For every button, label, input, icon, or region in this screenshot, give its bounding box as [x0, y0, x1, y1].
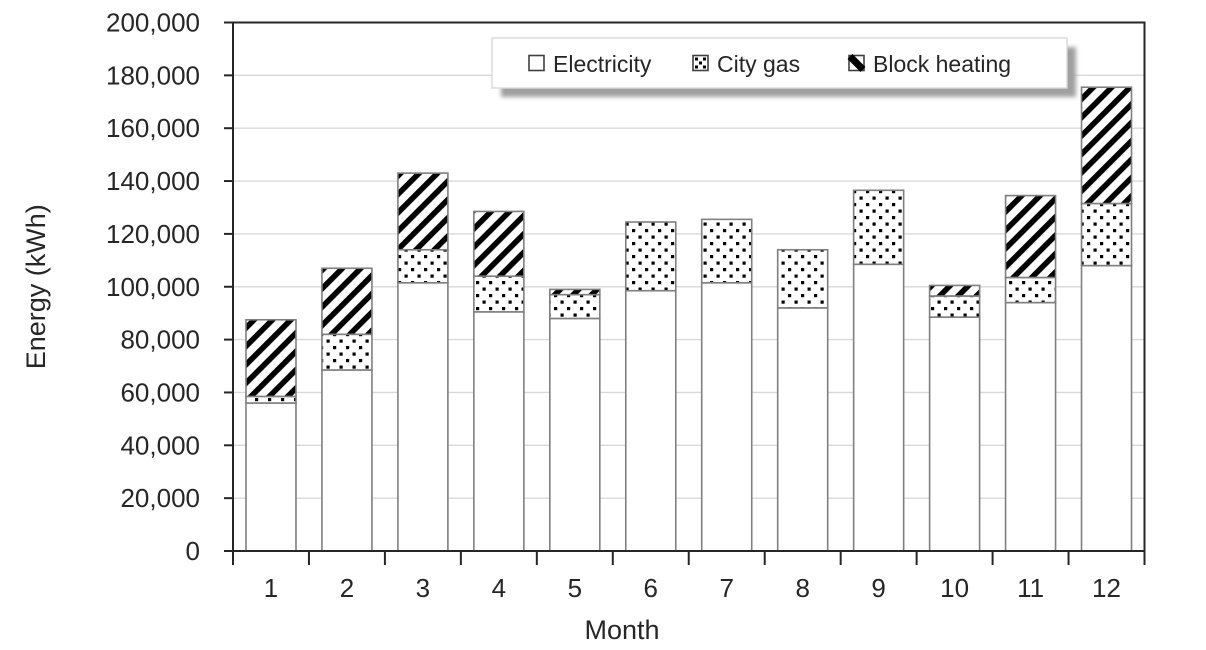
bar-segment-block-heating [245, 318, 297, 398]
bar-segment-block-heating [473, 210, 525, 277]
y-tick-label: 40,000 [120, 430, 200, 460]
bar-segment-city-gas [700, 218, 753, 284]
bar-segment-electricity [473, 311, 525, 552]
bar-segment-city-gas [321, 333, 373, 371]
legend-label: Block heating [873, 51, 1011, 77]
legend-item-city-gas: City gas [692, 51, 800, 77]
bar-segment-electricity [245, 402, 297, 552]
y-tick-label: 60,000 [120, 377, 200, 407]
axes-layer [224, 21, 1146, 565]
y-tick-label: 160,000 [106, 113, 200, 143]
y-tick-label: 180,000 [106, 60, 200, 90]
bar-segment-electricity [700, 281, 753, 552]
dot [695, 65, 698, 69]
x-tick-label: 12 [1092, 573, 1121, 603]
bar-segment-block-heating [321, 267, 373, 336]
bar-segment-block-heating [397, 172, 449, 251]
diagonal-mark [847, 54, 866, 72]
legend-box [491, 37, 1068, 89]
bar-segment-city-gas [852, 189, 905, 266]
legend: Electricity City gas Block heating [491, 37, 1076, 97]
x-tick-label: 7 [719, 573, 733, 603]
bar-segment-block-heating [1080, 86, 1133, 205]
x-tick-label: 10 [940, 573, 969, 603]
x-tick-label: 5 [568, 573, 582, 603]
y-tick-label: 0 [186, 536, 200, 566]
bar-segment-block-heating [549, 288, 601, 296]
bar-segment-electricity [549, 317, 601, 552]
x-tick-label: 3 [416, 573, 430, 603]
dot [703, 65, 706, 69]
bar-segment-electricity [928, 316, 981, 552]
y-tick-label: 200,000 [106, 8, 200, 38]
bar-segment-electricity [624, 289, 677, 552]
axis-labels-layer: 0 20,000 40,000 60,000 80,000 100,000 120,000 1… [21, 8, 1121, 646]
x-tick-label: 1 [264, 573, 278, 603]
dot [699, 61, 702, 65]
x-tick-label: 9 [871, 573, 885, 603]
bar-segment-city-gas [245, 395, 297, 404]
legend-item-electricity: Electricity [528, 51, 652, 77]
y-tick-label: 100,000 [106, 272, 200, 302]
y-tick-label: 120,000 [106, 219, 200, 249]
x-axis-title: Month [584, 615, 659, 645]
bars-layer [245, 86, 1133, 552]
y-axis-title: Energy (kWh) [21, 204, 51, 369]
y-tick-label: 140,000 [106, 166, 200, 196]
bar-segment-electricity [776, 307, 829, 552]
bar-segment-block-heating [1004, 194, 1057, 279]
bar-segment-electricity [1004, 301, 1057, 552]
bar-segment-city-gas [776, 248, 829, 309]
x-tick-label: 11 [1017, 573, 1044, 603]
bar-segment-electricity [397, 281, 449, 552]
bar-segment-city-gas [928, 295, 981, 318]
dot [703, 57, 706, 61]
bar-segment-city-gas [549, 293, 601, 320]
bar-segment-electricity [1080, 264, 1133, 552]
dot [695, 57, 698, 61]
bar-segment-electricity [321, 369, 373, 552]
bar-segment-city-gas [1080, 202, 1133, 267]
bar-segment-city-gas [624, 221, 677, 292]
y-tick-label: 20,000 [120, 483, 200, 513]
x-tick-label: 2 [340, 573, 354, 603]
x-tick-label: 6 [644, 573, 658, 603]
legend-item-block-heating: Block heating [847, 51, 1011, 77]
legend-label: City gas [717, 51, 800, 77]
bar-segment-electricity [852, 263, 905, 552]
legend-label: Electricity [553, 51, 652, 77]
bar-segment-city-gas [397, 248, 449, 284]
x-tick-label: 4 [492, 573, 506, 603]
electricity-swatch-icon [528, 54, 545, 72]
bar-segment-city-gas [1004, 276, 1057, 304]
bar-segment-city-gas [473, 275, 525, 313]
bar-segment-block-heating [928, 284, 981, 297]
x-tick-label: 8 [795, 573, 809, 603]
y-tick-label: 80,000 [120, 325, 200, 355]
